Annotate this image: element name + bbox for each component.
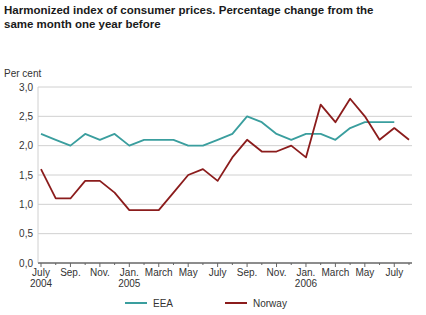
y-tick-label: 0,5	[19, 228, 33, 239]
x-tick	[350, 263, 351, 265]
x-tick-label-part: 2004	[30, 278, 53, 289]
x-tick-label-part: 2006	[295, 278, 318, 289]
x-tick-label-part: Sep.	[237, 267, 258, 278]
x-tick-label: Sep.	[237, 267, 258, 278]
series-line	[41, 116, 394, 145]
x-tick-label-part: July	[385, 267, 403, 278]
grid-line	[38, 87, 412, 88]
x-tick-label-part: March	[145, 267, 173, 278]
x-tick-label-part: March	[322, 267, 350, 278]
x-tick-label-part: Nov.	[267, 267, 287, 278]
x-tick-label: May	[179, 267, 198, 278]
x-tick-label-part: May	[355, 267, 374, 278]
y-tick-label: 3,0	[19, 82, 33, 93]
x-tick	[232, 263, 233, 265]
x-tick-label: Nov.	[267, 267, 287, 278]
legend-swatch	[225, 302, 247, 304]
x-tick-label: Jan.2005	[118, 267, 141, 289]
x-tick	[291, 263, 292, 265]
grid-line	[38, 263, 412, 264]
legend-swatch	[125, 302, 147, 304]
x-tick-label: Jan.2006	[295, 267, 318, 289]
x-tick-label: Sep.	[60, 267, 81, 278]
x-tick-label-part: Nov.	[90, 267, 110, 278]
x-tick	[320, 263, 321, 265]
y-tick-label: 1,5	[19, 170, 33, 181]
x-tick	[85, 263, 86, 265]
y-tick-label: 2,5	[19, 111, 33, 122]
x-tick-label: July	[385, 267, 403, 278]
grid-line	[38, 175, 412, 176]
plot-area	[41, 99, 409, 210]
x-tick-label: March	[322, 267, 350, 278]
x-tick	[379, 263, 380, 265]
x-tick-label: July2004	[30, 267, 53, 289]
grid-line	[38, 204, 412, 205]
x-tick-label-part: Jan.	[297, 267, 316, 278]
y-axis-label: Per cent	[4, 68, 41, 79]
x-tick-label-part: Sep.	[60, 267, 81, 278]
x-tick-label: July	[209, 267, 227, 278]
x-axis-line	[38, 263, 412, 264]
x-tick-label-part: May	[179, 267, 198, 278]
legend-label: Norway	[253, 298, 287, 309]
x-tick-label: March	[145, 267, 173, 278]
x-tick-label-part: July	[32, 267, 50, 278]
grid-line	[38, 116, 412, 117]
grid-line	[38, 233, 412, 234]
legend-label: EEA	[153, 298, 173, 309]
x-tick	[261, 263, 262, 265]
title: Harmonized index of consumer prices. Per…	[4, 3, 404, 31]
x-tick-label-part: Jan.	[120, 267, 139, 278]
series-line	[41, 99, 409, 210]
y-axis-line	[38, 87, 39, 263]
x-tick	[202, 263, 203, 265]
y-tick-label: 1,0	[19, 199, 33, 210]
x-tick	[409, 263, 410, 265]
x-tick-label: May	[355, 267, 374, 278]
x-tick-label: Nov.	[90, 267, 110, 278]
x-tick	[114, 263, 115, 265]
x-tick	[144, 263, 145, 265]
x-tick	[55, 263, 56, 265]
x-tick-label-part: 2005	[118, 278, 141, 289]
x-tick	[173, 263, 174, 265]
grid-line	[38, 145, 412, 146]
y-tick-label: 2,0	[19, 140, 33, 151]
x-tick-label-part: July	[209, 267, 227, 278]
